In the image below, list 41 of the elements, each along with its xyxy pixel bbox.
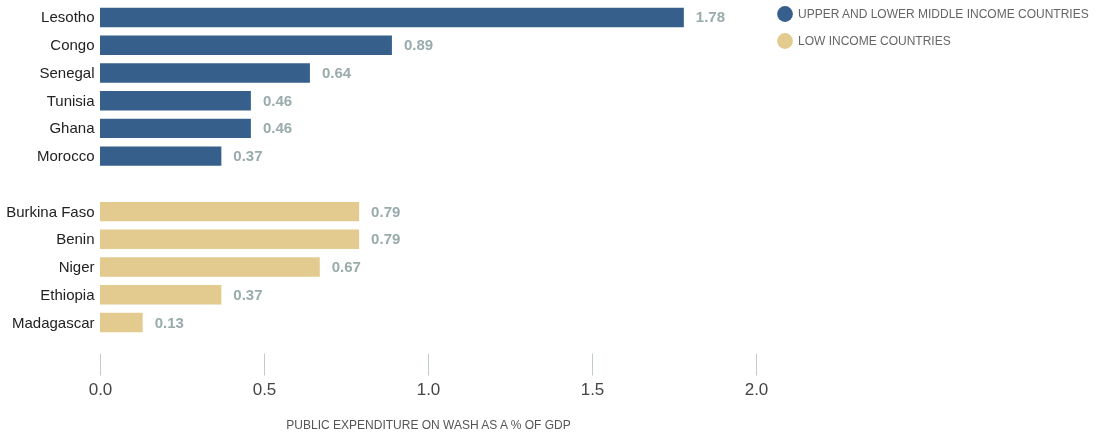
x-tick-label: 1.5 bbox=[580, 379, 605, 399]
bar bbox=[100, 146, 222, 166]
data-label: 0.46 bbox=[262, 91, 293, 109]
bar bbox=[100, 90, 251, 111]
x-tick-label: 2.0 bbox=[744, 379, 769, 399]
y-tick-label: Niger bbox=[58, 258, 95, 276]
data-label: 0.37 bbox=[233, 285, 263, 303]
y-tick-label: Ghana bbox=[49, 119, 96, 137]
y-tick-label: Senegal bbox=[39, 63, 95, 81]
data-label: 0.79 bbox=[371, 230, 401, 248]
data-label: 0.79 bbox=[371, 202, 401, 220]
data-label: 0.46 bbox=[262, 119, 293, 137]
bar bbox=[100, 118, 251, 139]
y-tick-label: Burkina Faso bbox=[6, 202, 95, 220]
data-label: 1.78 bbox=[695, 8, 726, 26]
data-label: 0.89 bbox=[403, 36, 434, 54]
bar bbox=[100, 35, 392, 55]
bar bbox=[100, 312, 143, 333]
y-tick-label: Lesotho bbox=[41, 8, 95, 26]
data-label: 0.67 bbox=[331, 258, 361, 276]
bar bbox=[100, 63, 310, 83]
y-tick-label: Ethiopia bbox=[40, 285, 96, 303]
data-label: 0.13 bbox=[154, 313, 184, 331]
y-tick-label: Congo bbox=[50, 36, 95, 54]
y-tick-label: Madagascar bbox=[11, 313, 95, 331]
x-tick-label: 1.0 bbox=[416, 379, 441, 399]
bar bbox=[100, 285, 222, 305]
y-tick-label: Tunisia bbox=[46, 91, 96, 109]
data-label: 0.37 bbox=[233, 147, 263, 165]
x-tick-label: 0.0 bbox=[88, 379, 113, 399]
x-axis-title: PUBLIC EXPENDITURE ON WASH AS A % OF GDP bbox=[286, 417, 571, 432]
y-tick-label: Morocco bbox=[36, 147, 95, 165]
x-tick-label: 0.5 bbox=[252, 379, 277, 399]
bar bbox=[100, 201, 360, 222]
bar bbox=[100, 7, 684, 28]
y-tick-label: Benin bbox=[56, 230, 95, 248]
legend-label: UPPER AND LOWER MIDDLE INCOME COUNTRIES bbox=[798, 7, 1089, 21]
bar bbox=[100, 229, 360, 250]
data-label: 0.64 bbox=[321, 63, 352, 81]
bar bbox=[100, 257, 320, 277]
legend-label: LOW INCOME COUNTRIES bbox=[798, 34, 951, 48]
